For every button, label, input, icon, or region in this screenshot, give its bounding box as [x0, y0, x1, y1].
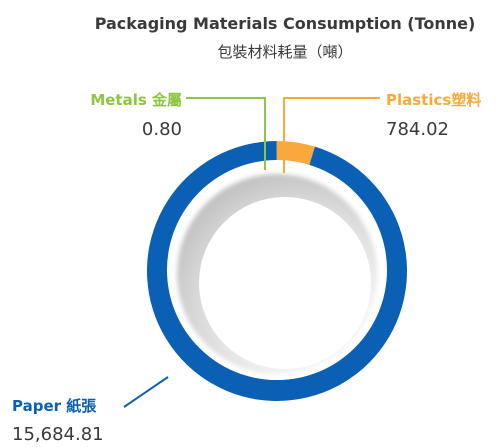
slice-label-plastics: Plastics塑料: [386, 91, 481, 109]
slice-value-plastics: 784.02: [386, 119, 449, 140]
leader-line-paper: [123, 376, 169, 408]
chart-title: Packaging Materials Consumption (Tonne): [95, 14, 476, 33]
donut-hole-highlight: [199, 197, 371, 369]
slice-value-paper: 15,684.81: [12, 424, 104, 445]
leader-line-metals: [186, 97, 266, 170]
chart-subtitle: 包裝材料耗量（噸）: [217, 43, 352, 61]
slice-label-paper: Paper 紙張: [12, 397, 97, 415]
slice-value-metals: 0.80: [142, 119, 182, 140]
slice-label-metals: Metals 金屬: [90, 91, 182, 109]
leader-line-plastics: [283, 97, 380, 173]
donut-slices: [147, 141, 408, 401]
slice-plastics: [276, 141, 315, 167]
